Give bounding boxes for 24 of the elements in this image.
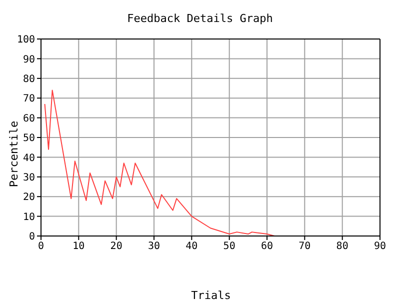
y-tick-label: 80 [22,74,35,85]
y-tick-label: 0 [28,232,35,243]
x-tick-label: 20 [110,241,122,252]
x-tick-label: 60 [260,241,274,252]
y-tick-label: 10 [22,212,35,223]
y-tick-label: 30 [22,172,35,184]
y-tick-label: 50 [22,133,35,144]
y-tick-label: 100 [16,34,35,46]
x-tick-label: 80 [336,241,348,252]
x-tick-label: 40 [186,241,198,252]
x-axis-title: Trials [190,289,232,302]
x-tick-label: 10 [72,241,85,252]
x-tick-label: 0 [38,241,44,252]
x-tick-label: 90 [374,241,386,252]
y-tick-label: 20 [22,192,35,204]
x-tick-label: 30 [148,241,160,252]
x-tick-label: 70 [298,241,311,252]
y-tick-label: 60 [22,113,35,124]
y-axis-title: Percentile [8,120,20,188]
chart-title: Feedback Details Graph [126,12,274,25]
y-tick-label: 40 [22,152,35,164]
y-tick-label: 90 [22,54,35,66]
y-tick-label: 70 [22,94,35,105]
x-tick-label: 50 [223,241,236,252]
